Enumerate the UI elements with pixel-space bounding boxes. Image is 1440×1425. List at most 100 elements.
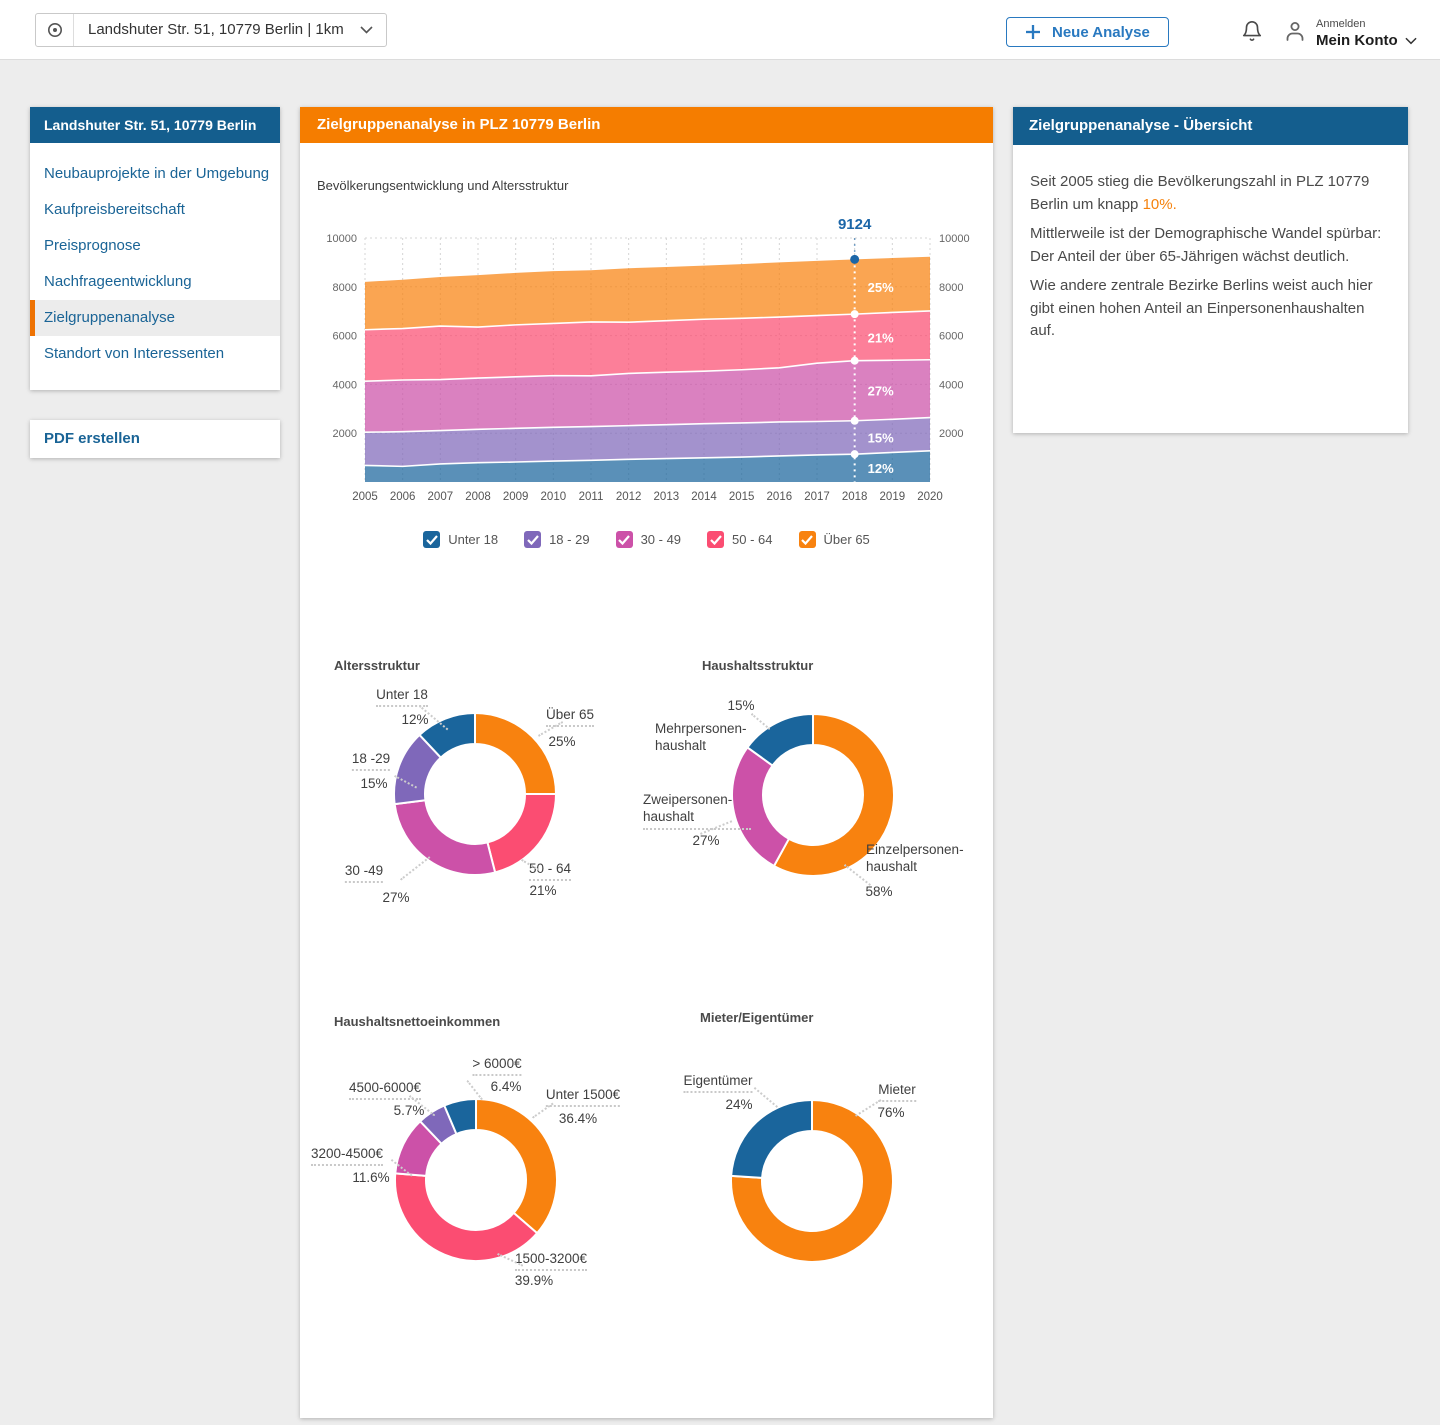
svg-text:8000: 8000 (939, 282, 963, 294)
checkbox-checked-icon (423, 531, 441, 548)
sidebar-item-nachfrageentwicklung[interactable]: Nachfrageentwicklung (44, 273, 192, 290)
svg-text:2014: 2014 (691, 491, 717, 503)
overview-paragraph-3: Wie andere zentrale Bezirke Berlins weis… (1030, 277, 1373, 339)
callout-value: 39.9% (514, 1273, 554, 1288)
age-donut-title: Altersstruktur (334, 658, 420, 673)
callout-value: 5.7% (393, 1103, 425, 1118)
svg-text:2018: 2018 (842, 491, 868, 503)
svg-text:21%: 21% (868, 330, 894, 345)
checkbox-checked-icon (615, 531, 633, 548)
sidebar: Landshuter Str. 51, 10779 Berlin Neubaup… (30, 107, 280, 390)
bell-icon[interactable] (1241, 19, 1263, 48)
new-analysis-label: Neue Analyse (1052, 23, 1150, 41)
callout-value: 24% (725, 1097, 753, 1112)
svg-text:9124: 9124 (838, 216, 872, 233)
svg-text:2017: 2017 (804, 491, 830, 503)
overview-paragraph-1: Seit 2005 stieg die Bevölkerungszahl in … (1030, 173, 1370, 213)
svg-text:6000: 6000 (939, 331, 963, 343)
checkbox-checked-icon (707, 531, 725, 548)
svg-text:2009: 2009 (503, 491, 529, 503)
new-analysis-button[interactable]: Neue Analyse (1006, 17, 1169, 47)
callout-label: 18 -29 (351, 751, 391, 771)
area-chart-title: Bevölkerungsentwicklung und Altersstrukt… (317, 178, 569, 193)
svg-text:2019: 2019 (880, 491, 906, 503)
plus-icon (1026, 25, 1040, 39)
svg-text:2008: 2008 (465, 491, 491, 503)
svg-text:2011: 2011 (579, 491, 604, 503)
sidebar-item-kaufpreisbereitschaft[interactable]: Kaufpreisbereitschaft (44, 201, 185, 218)
legend-item-30-49[interactable]: 30 - 49 (615, 531, 681, 548)
tenure-donut-title: Mieter/Eigentümer (700, 1010, 814, 1025)
income-donut-title: Haushaltsnettoeinkommen (334, 1014, 501, 1029)
callout-label: 1500-3200€ (514, 1251, 588, 1271)
svg-text:4000: 4000 (333, 379, 357, 391)
svg-text:2020: 2020 (917, 491, 943, 503)
legend-item-unter-18[interactable]: Unter 18 (423, 531, 498, 548)
callout-value: 15% (360, 776, 388, 791)
main-panel: Zielgruppenanalyse in PLZ 10779 Berlin B… (300, 107, 993, 1418)
callout-value: 27% (382, 890, 410, 905)
main-panel-header: Zielgruppenanalyse in PLZ 10779 Berlin (300, 107, 993, 143)
callout-label: 4500-6000€ (348, 1080, 422, 1100)
callout-value: 12% (401, 712, 429, 727)
callout-value: 11.6% (352, 1170, 390, 1185)
callout-value: 27% (692, 833, 720, 848)
svg-text:6000: 6000 (333, 331, 357, 343)
svg-text:2000: 2000 (333, 428, 357, 440)
checkbox-checked-icon (524, 531, 542, 548)
account-menu[interactable]: Anmelden Mein Konto (1283, 19, 1417, 48)
callout-value: 6.4% (490, 1079, 522, 1094)
top-bar: Landshuter Str. 51, 10779 Berlin | 1km N… (0, 0, 1440, 60)
overview-title: Zielgruppenanalyse - Übersicht (1013, 107, 1408, 145)
callout-value: 21% (529, 883, 557, 898)
svg-text:2007: 2007 (428, 491, 454, 503)
login-hint: Anmelden (1316, 18, 1366, 30)
legend-item-ueber-65[interactable]: Über 65 (798, 531, 870, 548)
sidebar-item-standort[interactable]: Standort von Interessenten (44, 345, 225, 362)
callout-label: Unter 18 (376, 687, 428, 707)
svg-text:2000: 2000 (939, 428, 963, 440)
callout-label: Unter 1500€ (545, 1087, 621, 1107)
svg-text:10000: 10000 (939, 233, 970, 245)
chevron-down-icon (1405, 37, 1417, 44)
location-text: Landshuter Str. 51, 10779 Berlin | 1km (88, 21, 344, 38)
callout-label: Einzelpersonen-haushalt (866, 842, 964, 874)
population-area-chart: 2000 2000 4000 4000 6000 6000 8000 8000 10000 100… (326, 216, 970, 503)
svg-text:2016: 2016 (767, 491, 793, 503)
callout-label: Mieter (878, 1082, 916, 1102)
svg-text:2012: 2012 (616, 491, 642, 503)
legend-item-50-64[interactable]: 50 - 64 (707, 531, 773, 548)
chevron-down-icon[interactable] (360, 14, 386, 46)
sidebar-item-neubauprojekte[interactable]: Neubauprojekte in der Umgebung (44, 165, 270, 182)
tenure-donut-chart (730, 1099, 894, 1263)
location-selector[interactable]: Landshuter Str. 51, 10779 Berlin | 1km (35, 13, 387, 47)
callout-label: Mehrpersonen-haushalt (655, 721, 747, 753)
svg-text:10000: 10000 (326, 233, 357, 245)
svg-text:2010: 2010 (541, 491, 567, 503)
callout-label: Über 65 (545, 707, 595, 727)
sidebar-title: Landshuter Str. 51, 10779 Berlin (30, 107, 280, 143)
sidebar-item-preisprognose[interactable]: Preisprognose (44, 237, 141, 254)
account-label: Mein Konto (1316, 32, 1398, 49)
sidebar-item-zielgruppenanalyse[interactable]: Zielgruppenanalyse (30, 300, 280, 336)
svg-text:2015: 2015 (729, 491, 755, 503)
income-donut-chart (394, 1098, 558, 1262)
svg-text:2005: 2005 (352, 491, 378, 503)
legend-item-18-29[interactable]: 18 - 29 (524, 531, 590, 548)
checkbox-checked-icon (798, 531, 816, 548)
svg-text:2006: 2006 (390, 491, 416, 503)
svg-text:25%: 25% (868, 280, 894, 295)
callout-label: Zweipersonen-haushalt (643, 791, 751, 830)
highlight-value: 10%. (1142, 195, 1177, 213)
callout-label: 30 -49 (344, 863, 384, 883)
pdf-create-button[interactable]: PDF erstellen (30, 420, 280, 458)
callout-value: 36.4% (558, 1111, 598, 1126)
callout-value: 25% (548, 734, 576, 749)
svg-text:4000: 4000 (939, 379, 963, 391)
callout-value: 76% (877, 1105, 905, 1120)
callout-value: 58% (865, 884, 893, 899)
svg-text:8000: 8000 (333, 282, 357, 294)
svg-text:27%: 27% (868, 384, 894, 399)
callout-label: Eigentümer (683, 1073, 753, 1093)
